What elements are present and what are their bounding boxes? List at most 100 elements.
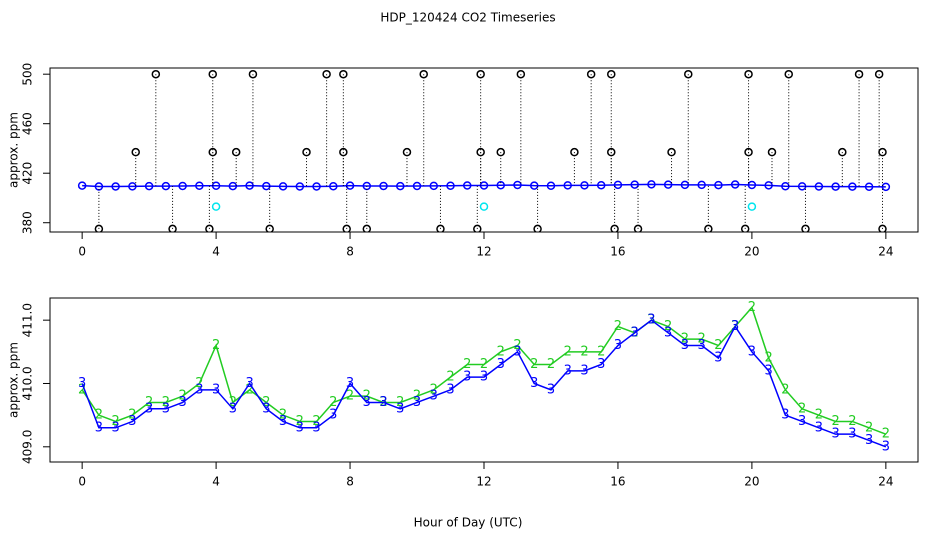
point (667, 147, 676, 157)
x-tick-label: 20 (744, 245, 759, 259)
x-tick-label: 20 (744, 475, 759, 489)
point-marker: 3 (580, 363, 588, 378)
point (781, 181, 790, 191)
point (586, 69, 596, 79)
point-marker: 3 (882, 439, 890, 454)
point-marker: 3 (195, 382, 203, 397)
point-marker: 3 (128, 414, 136, 429)
point-marker: 3 (413, 395, 421, 410)
point (473, 224, 482, 232)
point-marker: 2 (882, 427, 890, 442)
point (697, 180, 706, 190)
point-marker: 2 (497, 344, 505, 359)
point-marker: 2 (815, 408, 823, 423)
point (854, 69, 864, 79)
point (161, 181, 171, 191)
point (436, 224, 445, 232)
point-marker: 2 (664, 319, 672, 334)
x-tick-label: 8 (346, 245, 354, 259)
point (379, 181, 388, 191)
point (329, 181, 338, 191)
point (704, 224, 713, 232)
point (278, 182, 288, 191)
point-marker: 3 (162, 401, 170, 416)
point-marker: 2 (513, 338, 521, 353)
point-marker: 2 (463, 357, 471, 372)
point (610, 224, 619, 232)
point-marker: 2 (547, 357, 555, 372)
point (476, 69, 485, 79)
point-marker: 2 (865, 420, 873, 435)
point-marker: 3 (430, 389, 438, 404)
point-marker: 2 (681, 332, 689, 347)
point-marker: 2 (178, 389, 186, 404)
y-tick-label: 380 (21, 211, 35, 234)
point (345, 181, 355, 190)
point-marker: 3 (245, 376, 253, 391)
y-tick-label: 409.0 (21, 430, 35, 464)
point (151, 69, 161, 79)
point (874, 69, 884, 79)
point (77, 181, 87, 190)
chart-title: HDP_120424 CO2 Timeseries (380, 11, 555, 25)
point-marker: 3 (564, 363, 572, 378)
point (797, 182, 807, 191)
point-marker: 3 (145, 401, 153, 416)
point-marker: 2 (262, 395, 270, 410)
point (680, 180, 690, 190)
point (94, 224, 104, 232)
point (546, 181, 556, 190)
point (211, 202, 221, 211)
point (429, 181, 439, 191)
point-marker: 3 (446, 382, 454, 397)
point-marker: 3 (111, 420, 119, 435)
x-tick-label: 0 (78, 245, 86, 259)
point-marker: 2 (781, 382, 789, 397)
x-tick-label: 24 (878, 245, 893, 259)
point-marker: 3 (614, 338, 622, 353)
point-marker: 3 (631, 325, 639, 340)
point-marker: 2 (714, 338, 722, 353)
point-marker: 2 (346, 389, 354, 404)
point (446, 181, 455, 190)
point (878, 147, 887, 157)
point (302, 147, 311, 157)
point (111, 182, 120, 191)
point-marker: 2 (580, 344, 588, 359)
point (630, 180, 639, 189)
point (747, 180, 757, 190)
point-marker: 3 (530, 376, 538, 391)
point-marker: 3 (765, 363, 773, 378)
point-marker: 3 (463, 370, 471, 385)
x-tick-label: 4 (212, 475, 220, 489)
x-tick-label: 12 (476, 475, 491, 489)
y-tick-label: 460 (21, 112, 35, 135)
point-marker: 2 (329, 395, 337, 410)
point (342, 224, 351, 232)
point-marker: 2 (413, 389, 421, 404)
point-marker: 2 (848, 414, 856, 429)
point (496, 180, 505, 190)
series-line (81, 319, 887, 448)
point (831, 182, 840, 191)
point (205, 224, 214, 232)
point (744, 147, 753, 157)
point-marker: 3 (831, 427, 839, 442)
point-marker: 3 (647, 313, 655, 328)
point-marker: 3 (312, 420, 320, 435)
point-marker: 3 (379, 395, 387, 410)
point (814, 182, 824, 191)
x-tick-label: 16 (610, 245, 625, 259)
point (607, 147, 616, 157)
point-marker: 2 (698, 332, 706, 347)
y-axis-label: approx. ppm (7, 112, 21, 188)
y-tick-label: 500 (21, 63, 35, 86)
point (476, 147, 485, 157)
point (208, 147, 217, 157)
series-line (82, 183, 886, 188)
point (784, 69, 793, 79)
point-marker: 3 (781, 408, 789, 423)
point (339, 147, 348, 157)
point-marker: 2 (229, 395, 237, 410)
